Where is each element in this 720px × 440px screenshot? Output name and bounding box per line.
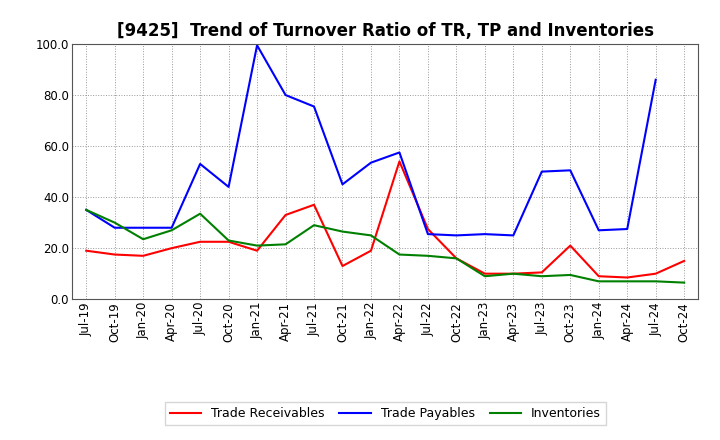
Inventories — [652, 279, 660, 284]
Trade Receivables — [282, 213, 290, 218]
Inventories — [310, 223, 318, 228]
Trade Receivables — [680, 258, 688, 264]
Trade Receivables — [566, 243, 575, 248]
Trade Payables — [225, 184, 233, 190]
Line: Trade Payables: Trade Payables — [86, 45, 656, 235]
Trade Receivables — [652, 271, 660, 276]
Trade Receivables — [537, 270, 546, 275]
Inventories — [110, 220, 119, 225]
Trade Receivables — [366, 248, 375, 253]
Trade Payables — [623, 226, 631, 231]
Inventories — [623, 279, 631, 284]
Inventories — [338, 229, 347, 234]
Trade Payables — [253, 43, 261, 48]
Inventories — [282, 242, 290, 247]
Inventories — [509, 271, 518, 276]
Trade Payables — [395, 150, 404, 155]
Legend: Trade Receivables, Trade Payables, Inventories: Trade Receivables, Trade Payables, Inven… — [165, 403, 606, 425]
Trade Payables — [652, 77, 660, 82]
Inventories — [537, 274, 546, 279]
Trade Receivables — [225, 239, 233, 245]
Trade Receivables — [423, 226, 432, 231]
Inventories — [480, 274, 489, 279]
Trade Payables — [480, 231, 489, 237]
Inventories — [395, 252, 404, 257]
Trade Receivables — [480, 271, 489, 276]
Inventories — [139, 237, 148, 242]
Trade Payables — [509, 233, 518, 238]
Trade Receivables — [196, 239, 204, 245]
Trade Payables — [595, 227, 603, 233]
Trade Receivables — [310, 202, 318, 207]
Line: Trade Receivables: Trade Receivables — [86, 161, 684, 278]
Trade Payables — [196, 161, 204, 167]
Trade Payables — [566, 168, 575, 173]
Trade Receivables — [167, 246, 176, 251]
Trade Receivables — [395, 159, 404, 164]
Trade Payables — [366, 160, 375, 165]
Trade Receivables — [623, 275, 631, 280]
Inventories — [82, 207, 91, 213]
Inventories — [167, 227, 176, 233]
Trade Payables — [110, 225, 119, 231]
Inventories — [253, 243, 261, 248]
Inventories — [680, 280, 688, 285]
Inventories — [366, 233, 375, 238]
Trade Payables — [452, 233, 461, 238]
Trade Receivables — [595, 274, 603, 279]
Trade Receivables — [509, 271, 518, 276]
Title: [9425]  Trend of Turnover Ratio of TR, TP and Inventories: [9425] Trend of Turnover Ratio of TR, TP… — [117, 22, 654, 40]
Inventories — [196, 211, 204, 216]
Inventories — [452, 256, 461, 261]
Trade Payables — [82, 207, 91, 213]
Trade Receivables — [110, 252, 119, 257]
Line: Inventories: Inventories — [86, 210, 684, 282]
Inventories — [566, 272, 575, 278]
Trade Payables — [310, 104, 318, 109]
Trade Receivables — [139, 253, 148, 258]
Trade Payables — [338, 182, 347, 187]
Trade Receivables — [338, 264, 347, 269]
Trade Receivables — [452, 256, 461, 261]
Inventories — [595, 279, 603, 284]
Trade Receivables — [253, 248, 261, 253]
Inventories — [225, 238, 233, 243]
Trade Receivables — [82, 248, 91, 253]
Trade Payables — [423, 231, 432, 237]
Trade Payables — [282, 92, 290, 98]
Trade Payables — [167, 225, 176, 231]
Trade Payables — [139, 225, 148, 231]
Trade Payables — [537, 169, 546, 174]
Inventories — [423, 253, 432, 258]
